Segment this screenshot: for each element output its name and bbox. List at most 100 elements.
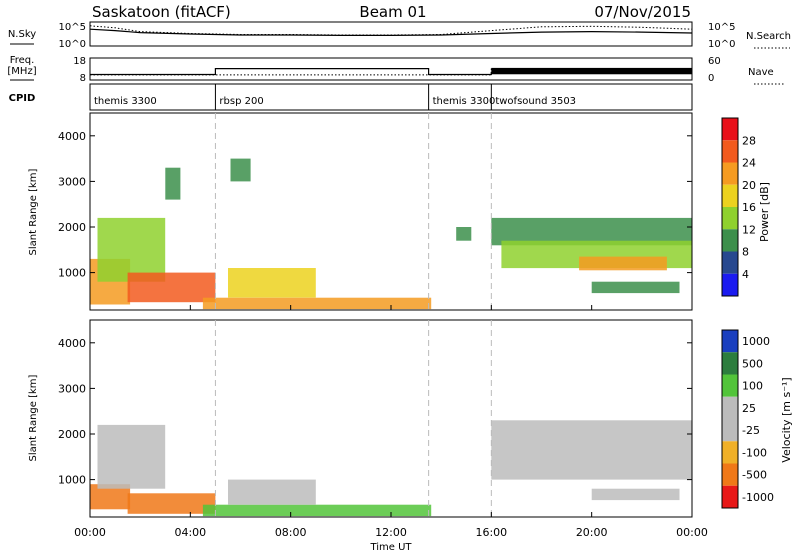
noise-series-line [89, 25, 693, 36]
noise-panel: N.Sky 10^5 10^0 10^5 10^0 N.Search [8, 21, 791, 50]
velocity-data [90, 420, 692, 517]
y-tick-label: 2000 [58, 428, 86, 441]
x-tick-label: 04:00 [174, 526, 206, 539]
scatter-region [127, 272, 216, 303]
cpid-segments: themis 3300 rbsp 200 themis 3300 twofsound … [94, 84, 576, 110]
y-tick-label: 3000 [58, 175, 86, 188]
velocity-yticks: 1000 2000 3000 4000 [58, 320, 692, 517]
colorbar-segment [722, 396, 738, 419]
scatter-region [230, 158, 251, 182]
noise-left-tick-bottom: 10^0 [59, 39, 86, 50]
colorbar-segment [722, 140, 738, 163]
power-yticks: 1000 2000 3000 4000 [58, 113, 692, 310]
x-tick-label: 00:00 [74, 526, 106, 539]
cpid-segment-label: themis 3300 [433, 96, 496, 107]
noise-panel-frame [89, 21, 693, 47]
colorbar-segment [722, 162, 738, 185]
x-tick-label: 20:00 [576, 526, 608, 539]
scatter-region [165, 167, 181, 200]
beam-title: Beam 01 [359, 3, 426, 21]
freq-panel: Freq. [MHz] 18 8 60 0 Nave [7, 55, 784, 85]
colorbar-frame [721, 329, 739, 509]
cpid-panel: CPID themis 3300 rbsp 200 themis 3300 twofs… [9, 83, 693, 111]
velocity-panel-frame [89, 319, 693, 518]
x-tick-label: 12:00 [375, 526, 407, 539]
scatter-region [127, 493, 216, 514]
colorbar-segment [722, 229, 738, 252]
x-tick-label: 08:00 [275, 526, 307, 539]
noise-search-label: N.Search [746, 31, 791, 42]
colorbar-segment [722, 374, 738, 397]
cpid-label: CPID [9, 93, 36, 104]
scatter-region [579, 256, 667, 271]
power-data [90, 158, 692, 310]
freq-right-tick-bottom: 0 [708, 73, 714, 84]
scatter-region [456, 227, 472, 241]
y-tick-label: 4000 [58, 130, 86, 143]
cpid-segment-label: themis 3300 [94, 96, 157, 107]
colorbar-segment [722, 485, 738, 508]
cpid-segment-label: rbsp 200 [219, 96, 263, 107]
noise-right-tick-bottom: 10^0 [708, 39, 735, 50]
power-panel: Slant Range [km] 1000 2000 3000 4000 28 24 20… [28, 112, 771, 311]
colorbar-tick-label: 8 [742, 246, 749, 259]
colorbar-tick-label: -500 [742, 469, 767, 482]
y-tick-label: 3000 [58, 382, 86, 395]
power-ylabel: Slant Range [km] [28, 168, 39, 255]
velocity-panel: Slant Range [km] 1000 2000 3000 4000 1000 50… [28, 319, 793, 518]
colorbar-tick-label: -1000 [742, 491, 774, 504]
freq-label: Freq. [10, 55, 35, 66]
colorbar-segment [722, 207, 738, 230]
noise-right-tick-top: 10^5 [708, 22, 735, 33]
colorbar-segment [722, 273, 738, 296]
scatter-region [228, 479, 316, 505]
scatter-region [491, 420, 692, 480]
nave-dense-block [491, 67, 692, 75]
colorbar-tick-label: 4 [742, 268, 749, 281]
freq-right-tick-top: 60 [708, 56, 721, 67]
station-title: Saskatoon (fitACF) [92, 3, 231, 21]
cpid-panel-frame [89, 83, 693, 111]
colorbar-tick-label: 16 [742, 201, 756, 214]
colorbar-segment [722, 184, 738, 207]
y-tick-label: 4000 [58, 337, 86, 350]
freq-lines [90, 67, 692, 76]
freq-left-tick-top: 18 [73, 56, 86, 67]
colorbar-segment [722, 118, 738, 141]
colorbar-segment [722, 251, 738, 274]
colorbar-tick-label: 1000 [742, 335, 770, 348]
colorbar-tick-label: 500 [742, 357, 763, 370]
x-axis-label: Time UT [369, 542, 412, 553]
freq-unit-label: [MHz] [7, 66, 36, 77]
power-colorbar: 28 24 20 16 12 8 4 [721, 117, 756, 297]
colorbar-frame [721, 117, 739, 297]
scatter-region [591, 488, 680, 501]
colorbar-tick-label: 28 [742, 134, 756, 147]
cpid-segment-label: twofsound 3503 [495, 96, 576, 107]
scatter-region [202, 297, 432, 310]
velocity-colorbar-label: Velocity [m s⁻¹] [780, 377, 793, 462]
colorbar-segment [722, 330, 738, 353]
scatter-region [97, 424, 166, 489]
date-title: 07/Nov/2015 [594, 3, 691, 21]
scatter-region [228, 268, 316, 298]
colorbar-segment [722, 352, 738, 375]
noise-series-line [89, 28, 693, 37]
x-tick-label: 16:00 [475, 526, 507, 539]
y-tick-label: 1000 [58, 267, 86, 280]
colorbar-tick-label: -25 [742, 424, 760, 437]
y-tick-label: 2000 [58, 221, 86, 234]
y-tick-label: 1000 [58, 474, 86, 487]
noise-left-tick-top: 10^5 [59, 22, 86, 33]
velocity-colorbar: 1000 500 100 25 -25 -100 -500 -1000 [721, 329, 774, 509]
colorbar-tick-label: 20 [742, 179, 756, 192]
scatter-region [591, 281, 680, 294]
x-tick-label: 00:00 [676, 526, 708, 539]
colorbar-segment [722, 441, 738, 464]
noise-lines [89, 25, 693, 37]
colorbar-tick-label: -100 [742, 446, 767, 459]
colorbar-segment [722, 419, 738, 442]
scatter-region [202, 504, 432, 517]
scatter-region [97, 217, 166, 282]
